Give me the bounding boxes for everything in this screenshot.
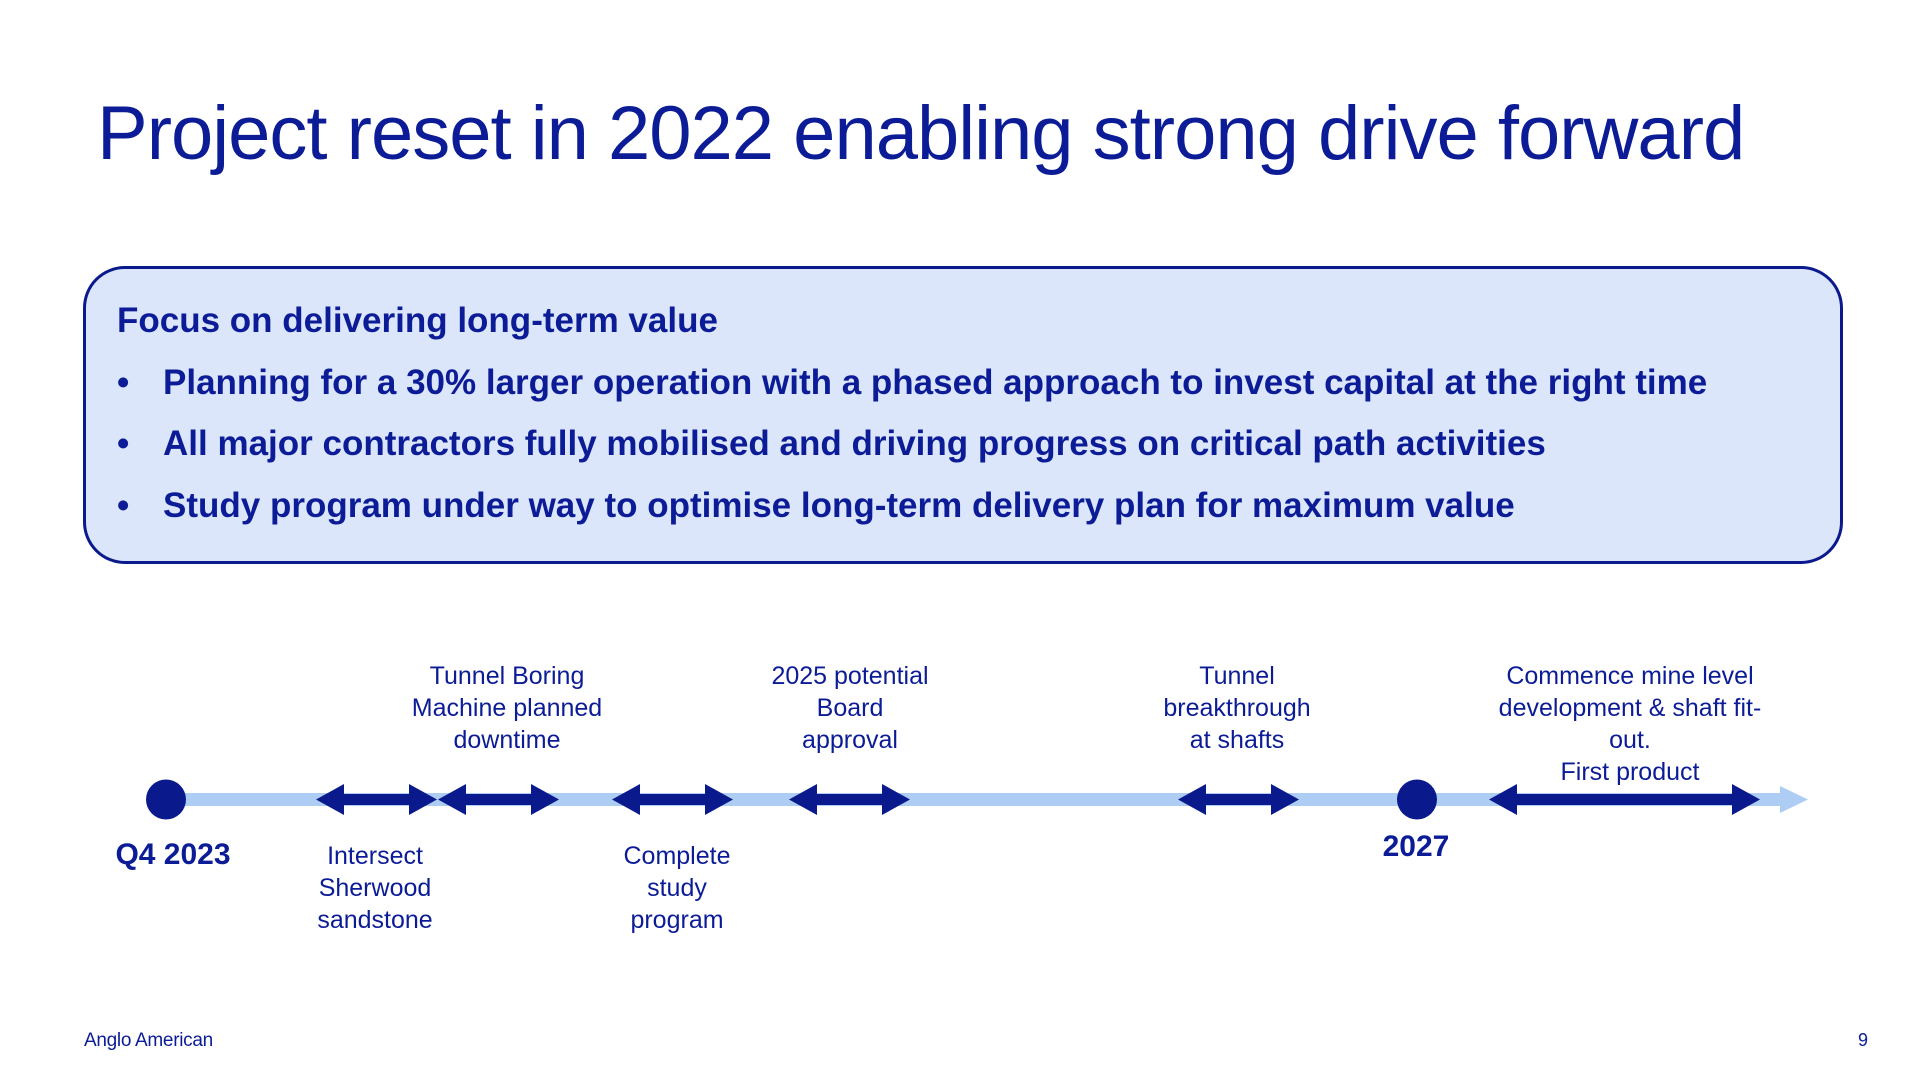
bullet-text: Planning for a 30% larger operation with… [163,363,1708,402]
timeline-line [166,793,1788,806]
milestone-label-board-approval: 2025 potential Board approval [771,662,929,754]
bullet-text: All major contractors fully mobilised an… [163,424,1546,463]
start-milestone-dot [146,779,186,820]
bullet-dot: • [117,424,130,463]
focus-heading: Focus on delivering long-term value [117,301,718,340]
timeline-arrowhead-icon [1780,786,1808,813]
double-arrow-icon [612,784,733,815]
slide-title: Project reset in 2022 enabling strong dr… [97,91,1745,176]
timeline-end-label: 2027 [1382,830,1450,863]
end-milestone-dot [1397,779,1437,820]
double-arrow-icon [1489,784,1760,815]
double-arrow-icon [438,784,559,815]
bullet-text: Study program under way to optimise long… [163,486,1515,525]
brand-logo-text: Anglo American [84,1030,213,1051]
focus-bullet: • Study program under way to optimise lo… [117,486,1515,526]
double-arrow-icon [1178,784,1299,815]
bullet-dot: • [117,363,130,402]
focus-bullet: • Planning for a 30% larger operation wi… [117,363,1707,403]
double-arrow-icon [316,784,437,815]
focus-bullet: • All major contractors fully mobilised … [117,424,1546,464]
page-number: 9 [1857,1030,1868,1050]
focus-box [83,266,1843,564]
milestone-label-sherwood-sandstone: Intersect Sherwood sandstone [317,842,433,934]
milestone-label-study-program: Complete study program [623,842,731,934]
double-arrow-icon [789,784,910,815]
timeline-start-label: Q4 2023 [115,838,231,871]
milestone-label-tunnel-breakthrough: Tunnel breakthrough at shafts [1163,662,1311,754]
milestone-label-tbm-downtime: Tunnel Boring Machine planned downtime [411,662,603,754]
milestone-label-first-product: Commence mine level development & shaft … [1498,662,1762,786]
bullet-dot: • [117,486,130,525]
